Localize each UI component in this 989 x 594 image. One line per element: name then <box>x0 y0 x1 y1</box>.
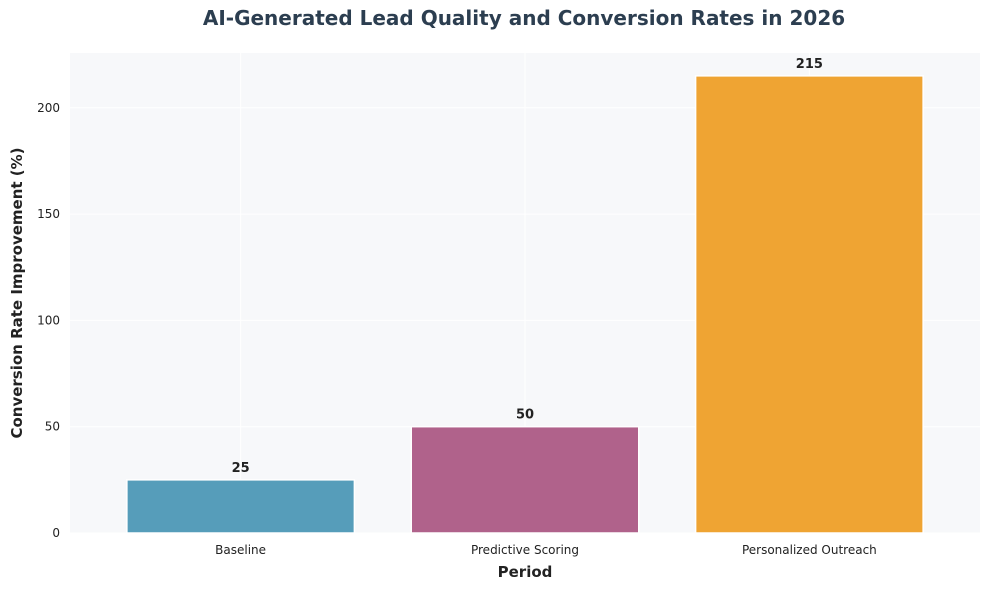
bar-predictive-scoring <box>410 425 640 534</box>
x-axis-label: Period <box>498 563 553 581</box>
bars <box>126 75 924 534</box>
x-tick-label: Baseline <box>215 543 266 557</box>
y-tick-label: 50 <box>45 420 60 434</box>
bar-baseline <box>126 479 356 534</box>
bar-value-label: 50 <box>516 408 534 423</box>
x-tick-label: Personalized Outreach <box>742 543 877 557</box>
y-axis-ticks: 0 50 100 150 200 <box>37 101 60 540</box>
y-axis-label: Conversion Rate Improvement (%) <box>8 147 26 438</box>
y-tick-label: 100 <box>37 313 60 327</box>
x-tick-label: Predictive Scoring <box>471 543 579 557</box>
y-tick-label: 150 <box>37 207 60 221</box>
bar-value-label: 215 <box>796 57 823 72</box>
bar-personalized-outreach <box>694 75 924 534</box>
y-tick-label: 0 <box>52 526 60 540</box>
data-labels: 25 50 215 <box>232 57 823 476</box>
x-axis-ticks: Baseline Predictive Scoring Personalized O… <box>215 543 877 557</box>
bar-value-label: 25 <box>232 461 250 476</box>
y-tick-label: 200 <box>37 101 60 115</box>
chart-title: AI-Generated Lead Quality and Conversion… <box>203 6 845 30</box>
